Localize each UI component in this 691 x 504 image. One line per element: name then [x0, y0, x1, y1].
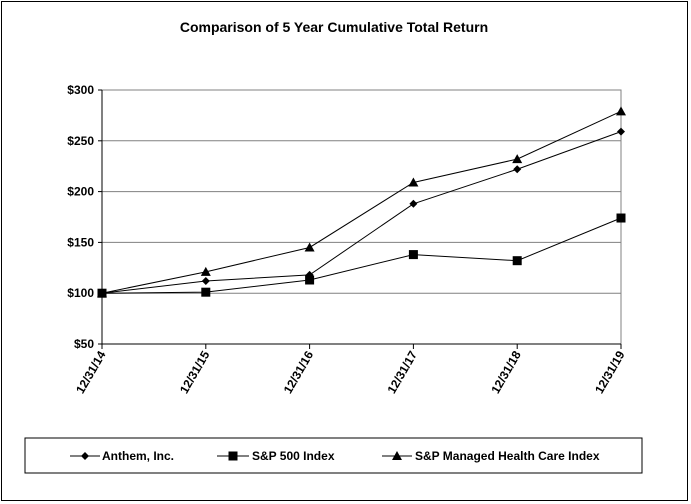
legend-entry-0: Anthem, Inc.	[70, 449, 174, 463]
data-point	[616, 106, 626, 116]
series-2	[97, 106, 626, 298]
data-point	[408, 250, 418, 260]
data-point	[409, 199, 418, 208]
y-tick-label: $200	[67, 185, 94, 199]
legend-marker	[228, 451, 238, 461]
legend: Anthem, Inc. S&P 500 Index S&P Managed Hea…	[24, 437, 643, 474]
series-line	[101, 110, 622, 294]
data-point	[408, 177, 419, 187]
legend-marker	[81, 452, 89, 460]
plot-area	[101, 89, 622, 345]
y-tick-label: $250	[67, 134, 94, 148]
legend-entry-2: S&P Managed Health Care Index	[382, 449, 600, 463]
x-tick-label: 12/31/16	[281, 348, 317, 396]
y-tick-label: $150	[67, 235, 94, 249]
legend-label: S&P Managed Health Care Index	[415, 449, 600, 463]
data-point	[97, 288, 107, 298]
series-line	[101, 217, 622, 294]
data-point	[512, 154, 523, 164]
x-tick-label: 12/31/19	[592, 348, 628, 396]
gridlines	[102, 140, 621, 294]
data-point	[304, 242, 315, 252]
data-point	[616, 213, 626, 223]
data-point	[201, 287, 211, 297]
series-line	[101, 131, 622, 294]
x-tick-label: 12/31/17	[385, 348, 421, 396]
data-point	[512, 256, 522, 266]
legend-marker	[392, 451, 402, 460]
series-1	[97, 213, 626, 298]
x-tick-label: 12/31/18	[488, 348, 524, 396]
chart-title: Comparison of 5 Year Cumulative Total Re…	[180, 19, 488, 35]
legend-label: S&P 500 Index	[252, 449, 335, 463]
legend-entry-1: S&P 500 Index	[217, 449, 335, 463]
plot-border	[101, 89, 622, 345]
data-point	[200, 266, 211, 276]
y-axis: $50 $100 $150 $200 $250 $300	[67, 83, 103, 351]
series-0	[98, 127, 625, 298]
x-axis: 12/31/14 12/31/15 12/31/16 12/31/17 12/31/18…	[73, 343, 628, 396]
y-tick-label: $50	[74, 337, 94, 351]
y-tick-label: $300	[67, 83, 94, 97]
x-tick-label: 12/31/14	[73, 348, 109, 396]
data-point	[617, 127, 625, 136]
legend-label: Anthem, Inc.	[102, 449, 174, 463]
series-layer	[97, 106, 626, 298]
legend-box	[24, 437, 643, 474]
data-point	[305, 275, 315, 285]
data-point	[513, 165, 522, 174]
y-tick-label: $100	[67, 286, 94, 300]
data-point	[201, 277, 210, 286]
x-tick-label: 12/31/15	[177, 348, 213, 396]
